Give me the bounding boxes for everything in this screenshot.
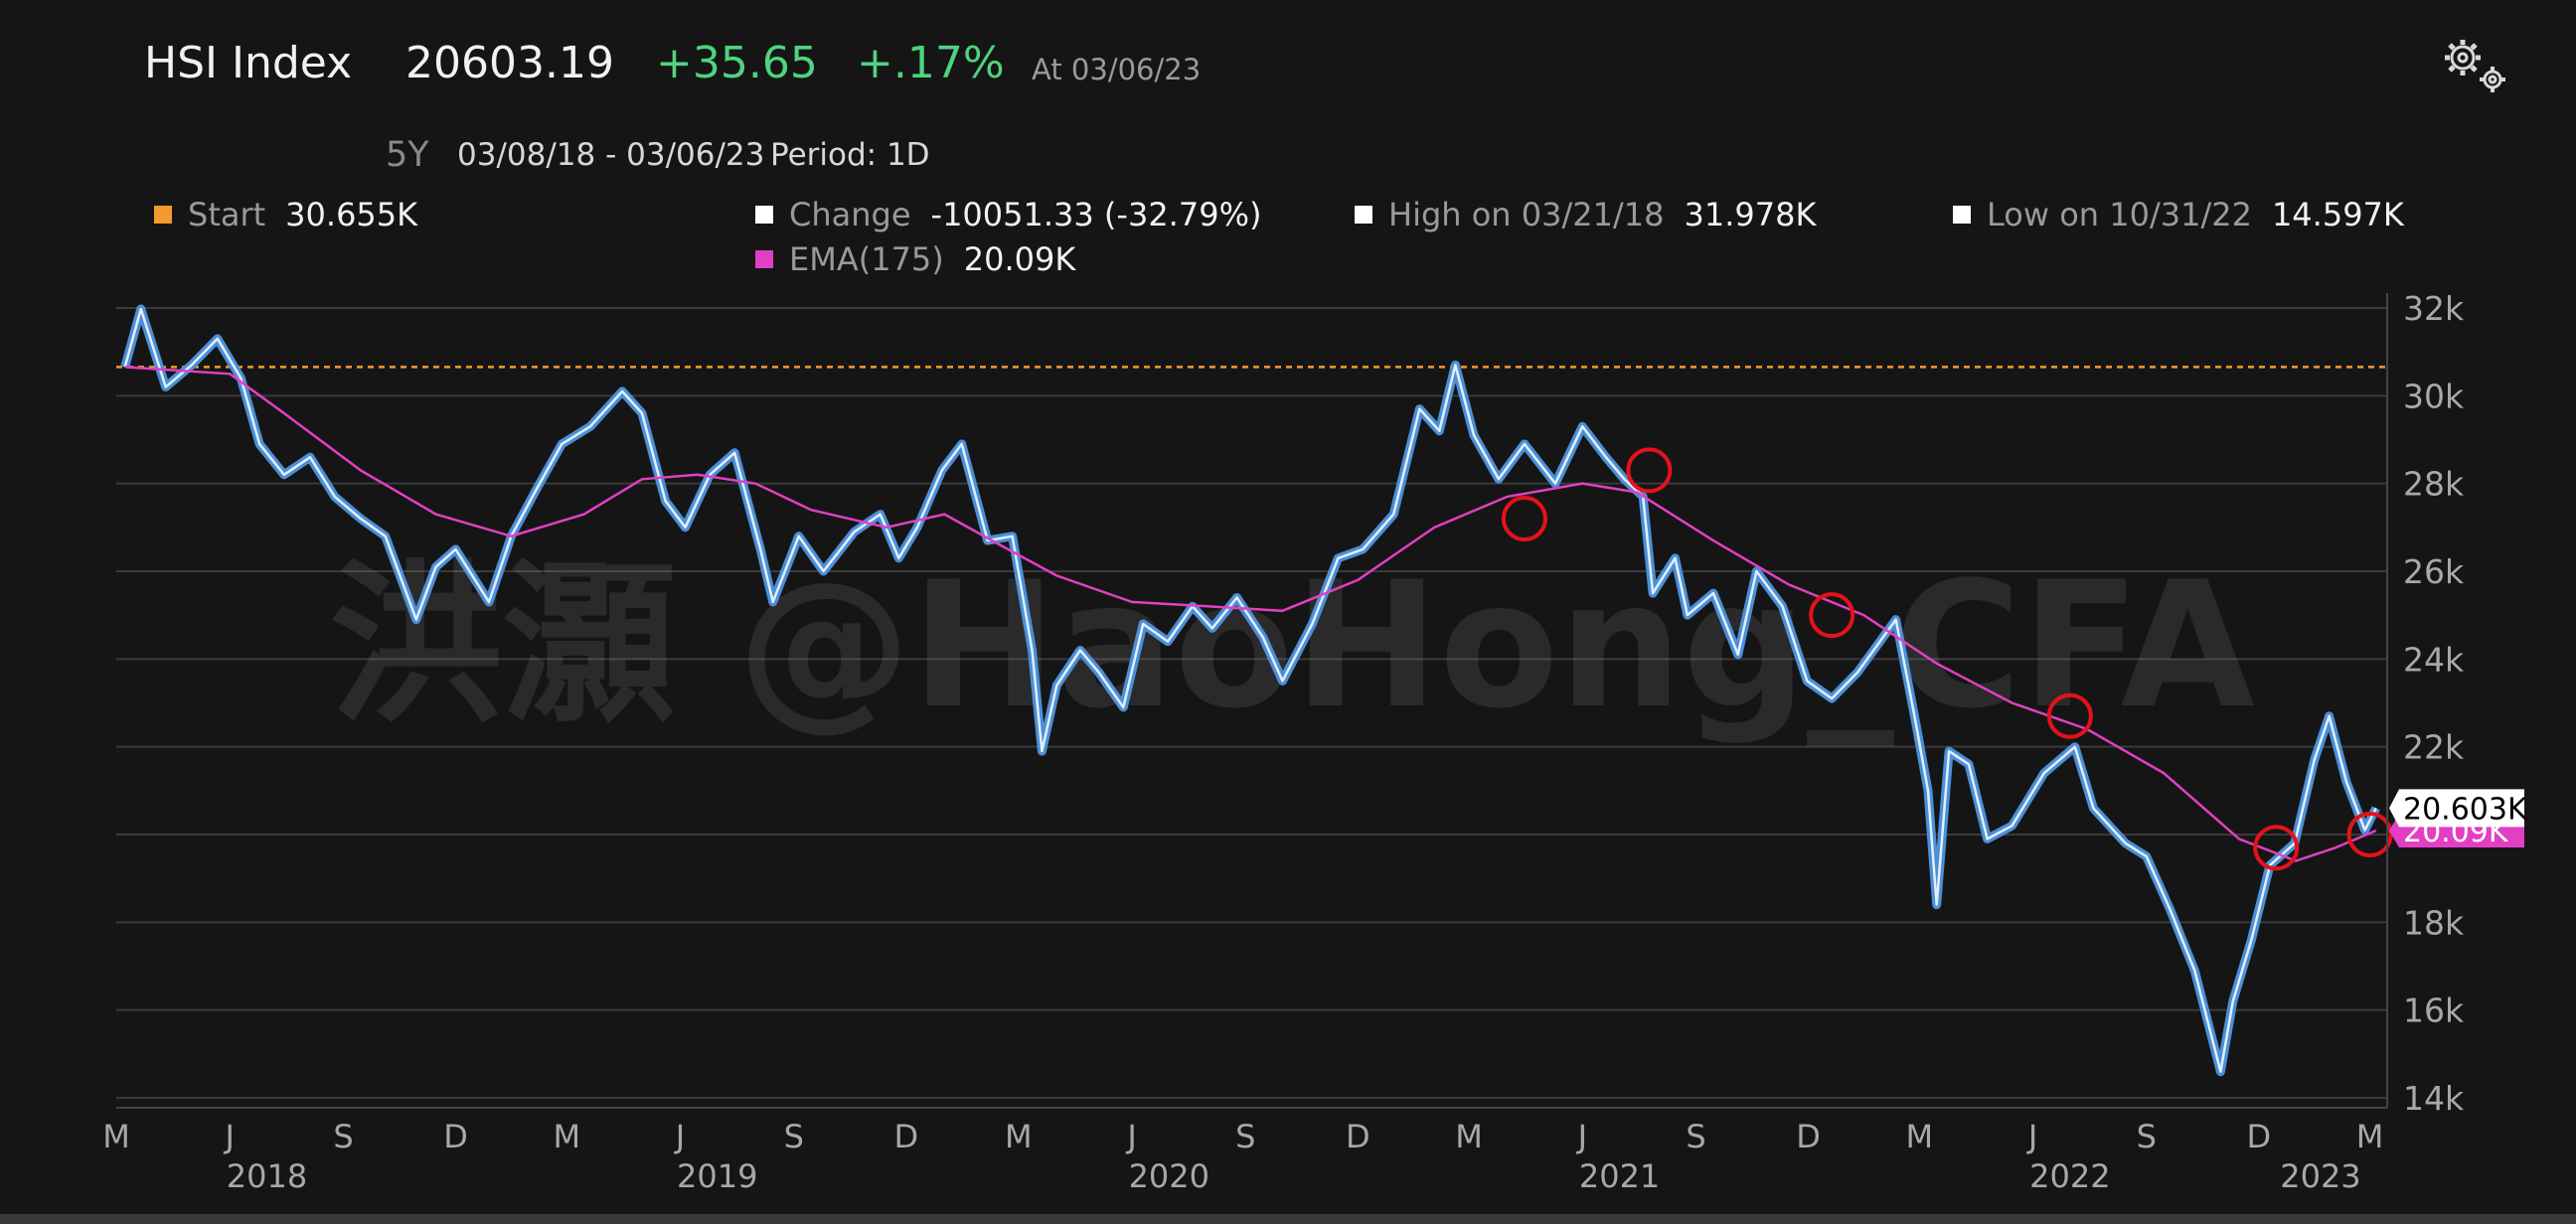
crossover-circle — [2346, 812, 2393, 857]
x-tick-label: M — [553, 1118, 580, 1155]
x-tick-label: D — [443, 1118, 468, 1155]
y-tick-label: 32k — [2403, 289, 2465, 328]
x-year-label: 2020 — [1129, 1157, 1209, 1195]
x-tick-label: J — [2026, 1118, 2037, 1155]
legend-ema: EMA(175) 20.09K — [755, 240, 1075, 278]
last-price-tag-label: 20.603K — [2403, 792, 2528, 827]
x-tick-label: S — [1686, 1118, 1705, 1155]
date-range[interactable]: 03/08/18 - 03/06/23 — [457, 137, 765, 173]
last-price: 20603.19 — [405, 38, 614, 88]
x-tick-label: D — [1796, 1118, 1821, 1155]
crossover-circle — [1626, 447, 1673, 494]
x-tick-label: M — [102, 1118, 130, 1155]
crossover-circle — [1809, 592, 1855, 639]
x-tick-label: M — [1906, 1118, 1934, 1155]
x-year-label: 2021 — [1579, 1157, 1660, 1195]
legend-start-label: Start — [188, 196, 266, 233]
legend-start-value: 30.655K — [285, 196, 418, 233]
x-year-label: 2019 — [677, 1157, 757, 1195]
legend-low-value: 14.597K — [2271, 196, 2404, 233]
as-of-date: At 03/06/23 — [1032, 53, 1202, 86]
x-tick-label: S — [1235, 1118, 1255, 1155]
legend-change-label: Change — [789, 196, 911, 233]
price-series-highlight — [123, 307, 2377, 1073]
x-tick-label: J — [674, 1118, 685, 1155]
watermark-text: 洪灝 @HaoHong_CFA — [329, 545, 2255, 747]
legend-change-value: -10051.33 (-32.79%) — [930, 196, 1262, 233]
y-tick-label: 16k — [2403, 992, 2465, 1030]
x-tick-label: J — [1125, 1118, 1136, 1155]
legend-low-label: Low on 10/31/22 — [1987, 196, 2252, 233]
legend-high-value: 31.978K — [1684, 196, 1817, 233]
x-tick-label: S — [333, 1118, 353, 1155]
legend-change: Change -10051.33 (-32.79%) — [755, 196, 1261, 233]
x-tick-label: D — [893, 1118, 918, 1155]
legend-low-swatch — [1953, 206, 1971, 224]
ticker-title: HSI Index — [144, 38, 353, 88]
x-year-label: 2023 — [2280, 1157, 2360, 1195]
legend-low: Low on 10/31/22 14.597K — [1953, 196, 2404, 233]
x-tick-label: M — [1455, 1118, 1483, 1155]
y-tick-label: 30k — [2403, 377, 2465, 415]
x-tick-label: M — [1005, 1118, 1033, 1155]
legend-ema-value: 20.09K — [963, 240, 1076, 278]
x-tick-label: J — [224, 1118, 235, 1155]
x-tick-label: M — [2356, 1118, 2384, 1155]
y-tick-label: 24k — [2403, 640, 2465, 679]
legend-start: Start 30.655K — [154, 196, 417, 233]
legend-change-swatch — [755, 206, 773, 224]
y-tick-label: 28k — [2403, 465, 2465, 504]
crossover-circle — [2253, 825, 2300, 871]
legend-start-swatch — [154, 206, 172, 224]
crossover-circle — [1501, 496, 1547, 541]
legend-high: High on 03/21/18 31.978K — [1355, 196, 1816, 233]
y-tick-label: 14k — [2403, 1079, 2465, 1118]
x-year-label: 2018 — [227, 1157, 307, 1195]
legend-high-swatch — [1355, 206, 1372, 224]
bottom-scrollbar[interactable] — [0, 1214, 2576, 1224]
price-change: +35.65 — [656, 38, 818, 88]
legend-ema-label: EMA(175) — [789, 240, 944, 278]
x-year-label: 2022 — [2029, 1157, 2110, 1195]
y-tick-label: 18k — [2403, 903, 2465, 942]
price-change-pct: +.17% — [857, 38, 1005, 88]
last-price-tag — [2389, 789, 2524, 828]
x-tick-label: D — [1346, 1118, 1370, 1155]
x-tick-label: D — [2247, 1118, 2272, 1155]
period-selector[interactable]: Period: 1D — [770, 137, 930, 173]
x-tick-label: S — [2137, 1118, 2157, 1155]
x-tick-label: S — [784, 1118, 804, 1155]
range-selector[interactable]: 5Y — [386, 135, 429, 175]
crossover-circle — [2046, 692, 2093, 739]
settings-gears-icon[interactable] — [2435, 30, 2514, 99]
x-tick-label: J — [1576, 1118, 1587, 1155]
legend-high-label: High on 03/21/18 — [1388, 196, 1665, 233]
legend-ema-swatch — [755, 250, 773, 268]
y-tick-label: 22k — [2403, 728, 2465, 767]
y-tick-label: 26k — [2403, 552, 2465, 591]
